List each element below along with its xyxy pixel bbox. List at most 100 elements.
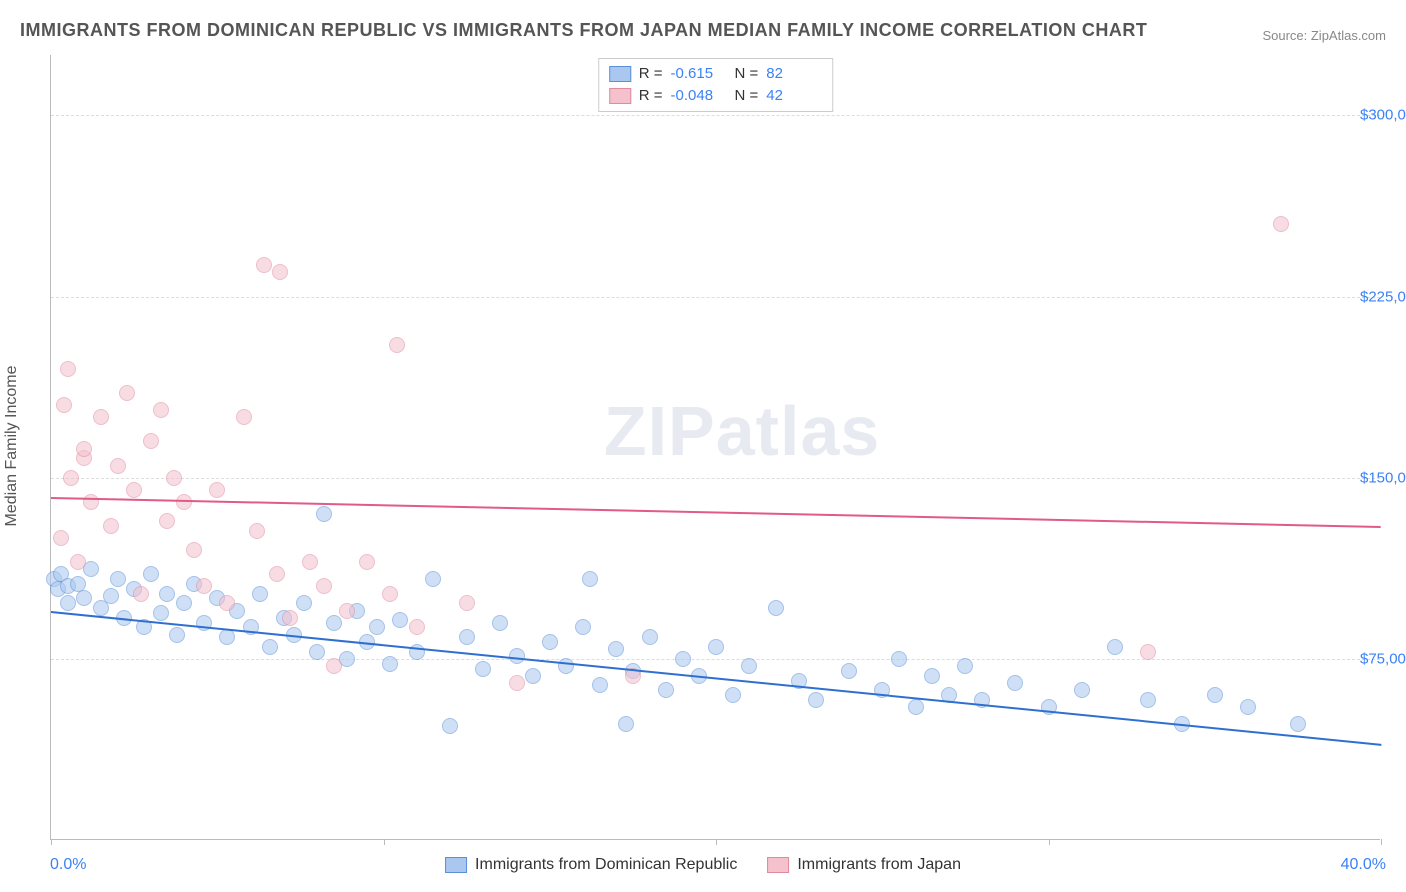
data-point-dr xyxy=(1074,682,1090,698)
x-axis-end-label: 40.0% xyxy=(1341,856,1386,874)
x-tick xyxy=(384,839,385,845)
data-point-jp xyxy=(326,658,342,674)
data-point-jp xyxy=(256,257,272,273)
grid-line xyxy=(51,115,1380,116)
data-point-jp xyxy=(302,554,318,570)
watermark: ZIPatlas xyxy=(604,391,880,471)
data-point-dr xyxy=(60,595,76,611)
grid-line xyxy=(51,478,1380,479)
grid-line xyxy=(51,659,1380,660)
data-point-jp xyxy=(272,264,288,280)
n-value: 42 xyxy=(766,85,822,107)
data-point-dr xyxy=(1107,639,1123,655)
legend-stat-row-dr: R =-0.615N =82 xyxy=(609,63,823,85)
n-label: N = xyxy=(735,85,759,107)
data-point-dr xyxy=(1290,716,1306,732)
data-point-jp xyxy=(382,586,398,602)
data-point-dr xyxy=(169,627,185,643)
data-point-dr xyxy=(891,651,907,667)
data-point-jp xyxy=(282,610,298,626)
r-label: R = xyxy=(639,63,663,85)
data-point-jp xyxy=(133,586,149,602)
data-point-jp xyxy=(119,385,135,401)
legend-label: Immigrants from Japan xyxy=(797,856,961,874)
data-point-jp xyxy=(209,482,225,498)
data-point-dr xyxy=(392,612,408,628)
data-point-dr xyxy=(841,663,857,679)
data-point-jp xyxy=(166,470,182,486)
data-point-dr xyxy=(642,629,658,645)
data-point-dr xyxy=(316,506,332,522)
chart-title: IMMIGRANTS FROM DOMINICAN REPUBLIC VS IM… xyxy=(20,20,1147,41)
legend-swatch-jp xyxy=(767,857,789,873)
data-point-jp xyxy=(60,361,76,377)
data-point-dr xyxy=(252,586,268,602)
data-point-jp xyxy=(143,433,159,449)
data-point-jp xyxy=(93,409,109,425)
n-value: 82 xyxy=(766,63,822,85)
data-point-dr xyxy=(442,718,458,734)
data-point-dr xyxy=(219,629,235,645)
legend-swatch-dr xyxy=(445,857,467,873)
data-point-dr xyxy=(592,677,608,693)
data-point-dr xyxy=(492,615,508,631)
data-point-dr xyxy=(143,566,159,582)
data-point-dr xyxy=(658,682,674,698)
data-point-jp xyxy=(389,337,405,353)
legend-item-dr: Immigrants from Dominican Republic xyxy=(445,856,737,874)
r-label: R = xyxy=(639,85,663,107)
data-point-dr xyxy=(741,658,757,674)
data-point-dr xyxy=(1207,687,1223,703)
data-point-dr xyxy=(768,600,784,616)
data-point-jp xyxy=(1273,216,1289,232)
data-point-jp xyxy=(509,675,525,691)
data-point-dr xyxy=(159,586,175,602)
watermark-zip: ZIP xyxy=(604,392,716,470)
data-point-dr xyxy=(808,692,824,708)
data-point-jp xyxy=(153,402,169,418)
data-point-jp xyxy=(249,523,265,539)
y-tick-label: $300,000 xyxy=(1360,107,1406,124)
data-point-dr xyxy=(103,588,119,604)
data-point-jp xyxy=(186,542,202,558)
r-value: -0.048 xyxy=(671,85,727,107)
data-point-jp xyxy=(126,482,142,498)
x-tick xyxy=(1049,839,1050,845)
data-point-jp xyxy=(459,595,475,611)
data-point-jp xyxy=(269,566,285,582)
source-prefix: Source: xyxy=(1262,28,1310,43)
data-point-jp xyxy=(219,595,235,611)
r-value: -0.615 xyxy=(671,63,727,85)
data-point-dr xyxy=(475,661,491,677)
source-name: ZipAtlas.com xyxy=(1311,28,1386,43)
data-point-jp xyxy=(236,409,252,425)
data-point-dr xyxy=(326,615,342,631)
trend-line-jp xyxy=(51,497,1381,528)
x-tick xyxy=(716,839,717,845)
watermark-atlas: atlas xyxy=(716,392,881,470)
data-point-jp xyxy=(63,470,79,486)
data-point-jp xyxy=(359,554,375,570)
data-point-dr xyxy=(957,658,973,674)
y-tick-label: $225,000 xyxy=(1360,288,1406,305)
y-tick-label: $75,000 xyxy=(1360,650,1406,667)
legend-stat-row-jp: R = -0.048 N = 42 xyxy=(609,85,823,107)
series-legend: Immigrants from Dominican Republic Immigr… xyxy=(445,856,961,874)
data-point-dr xyxy=(369,619,385,635)
data-point-jp xyxy=(56,397,72,413)
data-point-jp xyxy=(339,603,355,619)
data-point-jp xyxy=(83,494,99,510)
data-point-dr xyxy=(725,687,741,703)
data-point-jp xyxy=(70,554,86,570)
data-point-dr xyxy=(309,644,325,660)
data-point-jp xyxy=(53,530,69,546)
data-point-dr xyxy=(608,641,624,657)
x-axis-start-label: 0.0% xyxy=(50,856,86,874)
data-point-dr xyxy=(908,699,924,715)
data-point-dr xyxy=(1140,692,1156,708)
data-point-dr xyxy=(675,651,691,667)
data-point-jp xyxy=(196,578,212,594)
data-point-jp xyxy=(76,441,92,457)
data-point-jp xyxy=(409,619,425,635)
trend-line-dr xyxy=(51,611,1381,746)
